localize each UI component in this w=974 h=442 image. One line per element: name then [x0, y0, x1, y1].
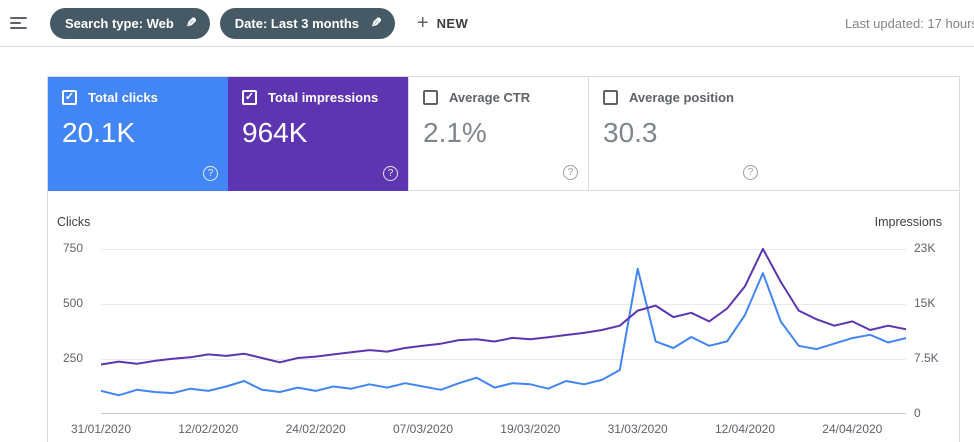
filter-icon-bar — [10, 27, 27, 29]
last-updated-text: Last updated: 17 hours — [845, 15, 974, 31]
right-axis-labels: 23K 15K 7.5K 0 — [904, 239, 959, 420]
left-axis-title: Clicks — [57, 215, 91, 229]
y-axis-label-left: 750 — [62, 240, 83, 255]
new-filter-button-label: NEW — [436, 15, 469, 31]
tiles-filler — [768, 77, 959, 191]
x-axis-label: 19/03/2020 — [500, 422, 561, 436]
filter-icon-bar — [10, 22, 21, 24]
metric-value: 964K — [242, 117, 308, 148]
edit-pencil-icon[interactable]: ✎ — [371, 15, 382, 30]
metric-label: Total impressions — [268, 90, 379, 105]
performance-chart-plot[interactable]: 250 500 750 23K 15K 7.5K 0 — [63, 239, 939, 420]
help-icon[interactable]: ? — [383, 166, 398, 181]
checkbox-unchecked-icon[interactable] — [423, 90, 438, 105]
chart-axis-titles: Clicks Impressions — [57, 215, 942, 229]
metric-tile-total-clicks[interactable]: ✓ Total clicks 20.1K ? — [48, 77, 228, 191]
metric-value: 2.1% — [423, 117, 487, 148]
x-axis-label: 12/02/2020 — [178, 422, 239, 436]
search-type-chip[interactable]: Search type: Web ✎ — [50, 7, 210, 39]
metric-tile-average-ctr[interactable]: Average CTR 2.1% ? — [408, 77, 588, 191]
checkbox-unchecked-icon[interactable] — [603, 90, 618, 105]
checkbox-checked-icon[interactable]: ✓ — [62, 90, 77, 105]
date-range-chip[interactable]: Date: Last 3 months ✎ — [219, 7, 395, 39]
left-axis-labels: 250 500 750 — [48, 239, 93, 414]
metric-tile-total-impressions[interactable]: ✓ Total impressions 964K ? — [228, 77, 408, 191]
x-axis-label: 31/01/2020 — [70, 422, 132, 436]
y-axis-label-right: 7.5K — [914, 350, 939, 365]
impressions-line — [101, 247, 906, 366]
date-range-chip-label: Date: Last 3 months — [234, 15, 360, 31]
chart-svg — [101, 247, 906, 414]
metric-label: Average position — [629, 90, 734, 105]
x-axis-label: 12/04/2020 — [714, 422, 776, 436]
metric-label: Average CTR — [449, 90, 531, 105]
metric-label: Total clicks — [88, 90, 158, 105]
filter-icon[interactable] — [10, 9, 38, 37]
metric-tiles: ✓ Total clicks 20.1K ? ✓ Total impressio… — [48, 77, 959, 191]
filter-chips: Search type: Web ✎ Date: Last 3 months ✎ — [50, 7, 395, 39]
y-axis-label-left: 500 — [62, 295, 83, 310]
search-type-chip-label: Search type: Web — [65, 15, 174, 31]
edit-pencil-icon[interactable]: ✎ — [185, 15, 197, 30]
x-axis-label: 24/02/2020 — [285, 422, 346, 436]
y-axis-label-right: 15K — [914, 295, 936, 310]
metric-tile-average-position[interactable]: Average position 30.3 ? — [588, 77, 768, 191]
y-axis-label-left: 250 — [62, 350, 83, 365]
y-axis-label-right: 23K — [914, 240, 936, 255]
metric-value: 20.1K — [62, 117, 136, 148]
help-icon[interactable]: ? — [563, 165, 578, 180]
help-icon[interactable]: ? — [203, 166, 218, 181]
new-filter-button[interactable]: + NEW — [417, 13, 468, 33]
x-axis-label: 31/03/2020 — [607, 422, 668, 436]
right-axis-title: Impressions — [874, 215, 942, 229]
checkbox-checked-icon[interactable]: ✓ — [242, 90, 257, 105]
y-axis-label-right: 0 — [914, 406, 921, 420]
x-axis-labels: 31/01/2020 12/02/2020 24/02/2020 07/03/2020… — [71, 420, 904, 442]
performance-panel: ✓ Total clicks 20.1K ? ✓ Total impressio… — [47, 76, 960, 442]
plus-icon: + — [416, 12, 429, 34]
help-icon[interactable]: ? — [743, 165, 758, 180]
filter-icon-bar — [10, 17, 27, 19]
metric-value: 30.3 — [603, 117, 658, 148]
clicks-line — [101, 267, 906, 397]
x-axis-label: 24/04/2020 — [822, 422, 883, 436]
x-axis-label: 07/03/2020 — [392, 422, 454, 436]
top-bar: Search type: Web ✎ Date: Last 3 months ✎… — [0, 0, 974, 47]
